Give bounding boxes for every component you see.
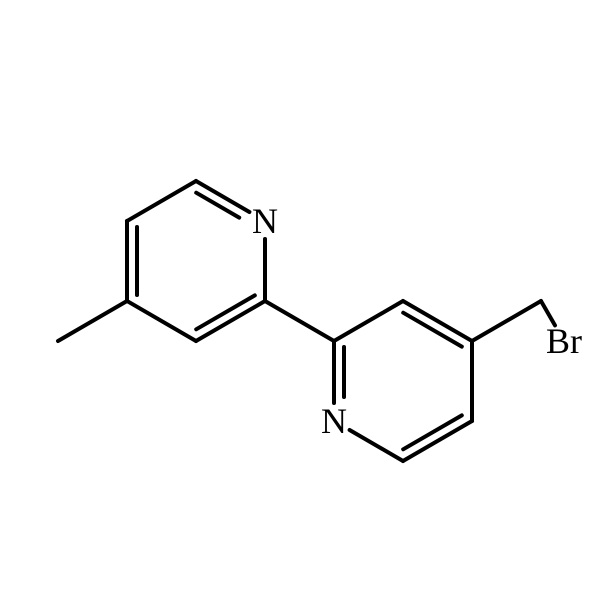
bond-5-7: [265, 301, 334, 341]
bond-6-1: [127, 301, 196, 341]
bond-5-6: [196, 301, 265, 341]
bond-8-9: [350, 430, 403, 461]
bonds-group: [58, 181, 555, 461]
atom-label-n: N: [252, 201, 278, 241]
bond-0-1: [58, 301, 127, 341]
atom-label-n: N: [321, 401, 347, 441]
bond-12-7: [334, 301, 403, 341]
chemical-structure-diagram: N N Br: [0, 0, 600, 600]
bond-3-4-inner: [196, 193, 239, 218]
bond-2-3: [127, 181, 196, 221]
bond-11-12: [403, 301, 472, 341]
bond-9-10: [403, 421, 472, 461]
bond-11-13: [472, 301, 541, 341]
atom-label-br: Br: [546, 321, 582, 361]
